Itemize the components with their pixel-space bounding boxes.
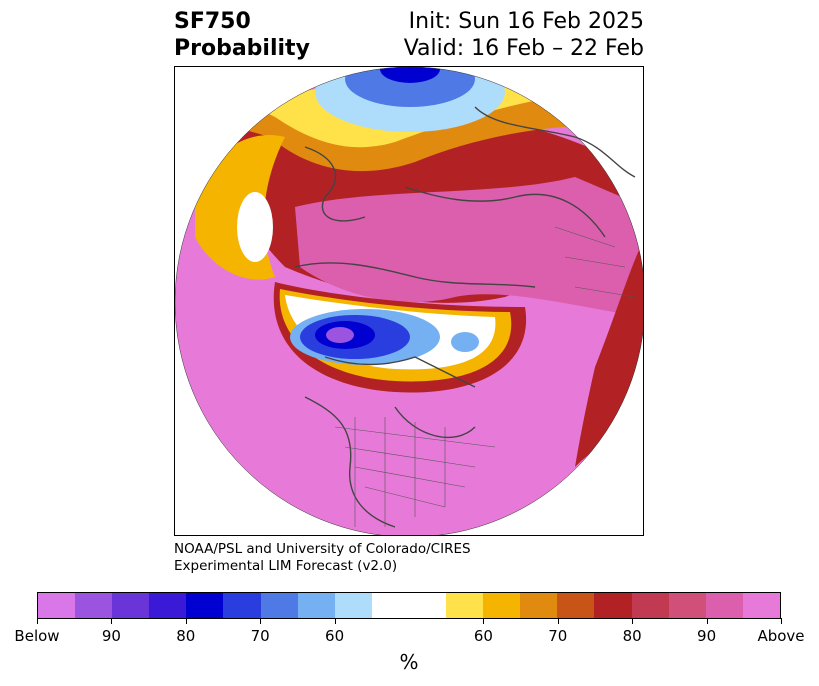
colorbar-tick-label: 80 [176,627,196,645]
map-title: SF750 Probability [174,8,310,62]
colorbar-tick-label: Above [757,627,805,645]
colorbar-segment [705,593,743,618]
colorbar-segment [371,593,409,618]
colorbar-tick-mark [111,618,113,624]
colorbar-tick-mark [37,618,38,624]
colorbar-segment [223,593,261,618]
arctic-below-core [380,67,440,83]
colorbar-segment [483,593,521,618]
colorbar-segment [260,593,298,618]
coastlines [294,106,636,528]
variable-label: SF750 [174,9,251,34]
colorbar-tick-label: 90 [697,627,717,645]
colorbar-segment [38,593,76,618]
colorbar-segment [631,593,669,618]
colorbar-tick-mark [260,618,262,624]
colorbar-tick-label: 80 [622,627,642,645]
credit-line-2: Experimental LIM Forecast (v2.0) [174,558,398,574]
colorbar-segment [520,593,558,618]
colorbar-segment [186,593,224,618]
data-credit: NOAA/PSL and University of Colorado/CIRE… [174,541,471,575]
below-core-center [326,327,354,343]
colorbar-tick-label: 70 [250,627,270,645]
colorbar-tick-mark [185,618,187,624]
colorbar-segment [446,593,484,618]
colorbar-tick-mark [781,618,782,624]
probability-map-svg [175,67,643,535]
colorbar-tick-label: 90 [101,627,121,645]
colorbar-segment [408,593,447,618]
colorbar-tick-label: 60 [325,627,345,645]
colorbar-segment [742,593,780,618]
colorbar-segment [594,593,632,618]
colorbar-segment [297,593,335,618]
colorbar-tick-mark [632,618,634,624]
credit-line-1: NOAA/PSL and University of Colorado/CIRE… [174,541,471,557]
polar-map [174,66,644,536]
colorbar-segment [557,593,595,618]
init-date: Init: Sun 16 Feb 2025 [408,9,644,34]
valid-range: Valid: 16 Feb – 22 Feb [403,36,644,61]
colorbar-segment [75,593,113,618]
west-neutral-patch [237,192,273,262]
colorbar-tick-mark [557,618,559,624]
colorbar-tick-mark [483,618,485,624]
central-above-region [295,177,643,317]
greenland-below [451,332,479,352]
colorbar-tick-label: Below [14,627,60,645]
forecast-dates: Init: Sun 16 Feb 2025 Valid: 16 Feb – 22… [404,8,644,62]
colorbar-unit: % [399,650,419,674]
colorbar-segment [334,593,372,618]
colorbar [37,592,781,619]
borders [334,226,636,527]
colorbar-segment [112,593,150,618]
colorbar-tick-label: 60 [473,627,493,645]
colorbar-tick-label: 70 [548,627,568,645]
colorbar-tick-mark [334,618,336,624]
colorbar-tick-mark [706,618,708,624]
colorbar-segment [149,593,187,618]
colorbar-segment [668,593,706,618]
product-label: Probability [174,36,310,61]
